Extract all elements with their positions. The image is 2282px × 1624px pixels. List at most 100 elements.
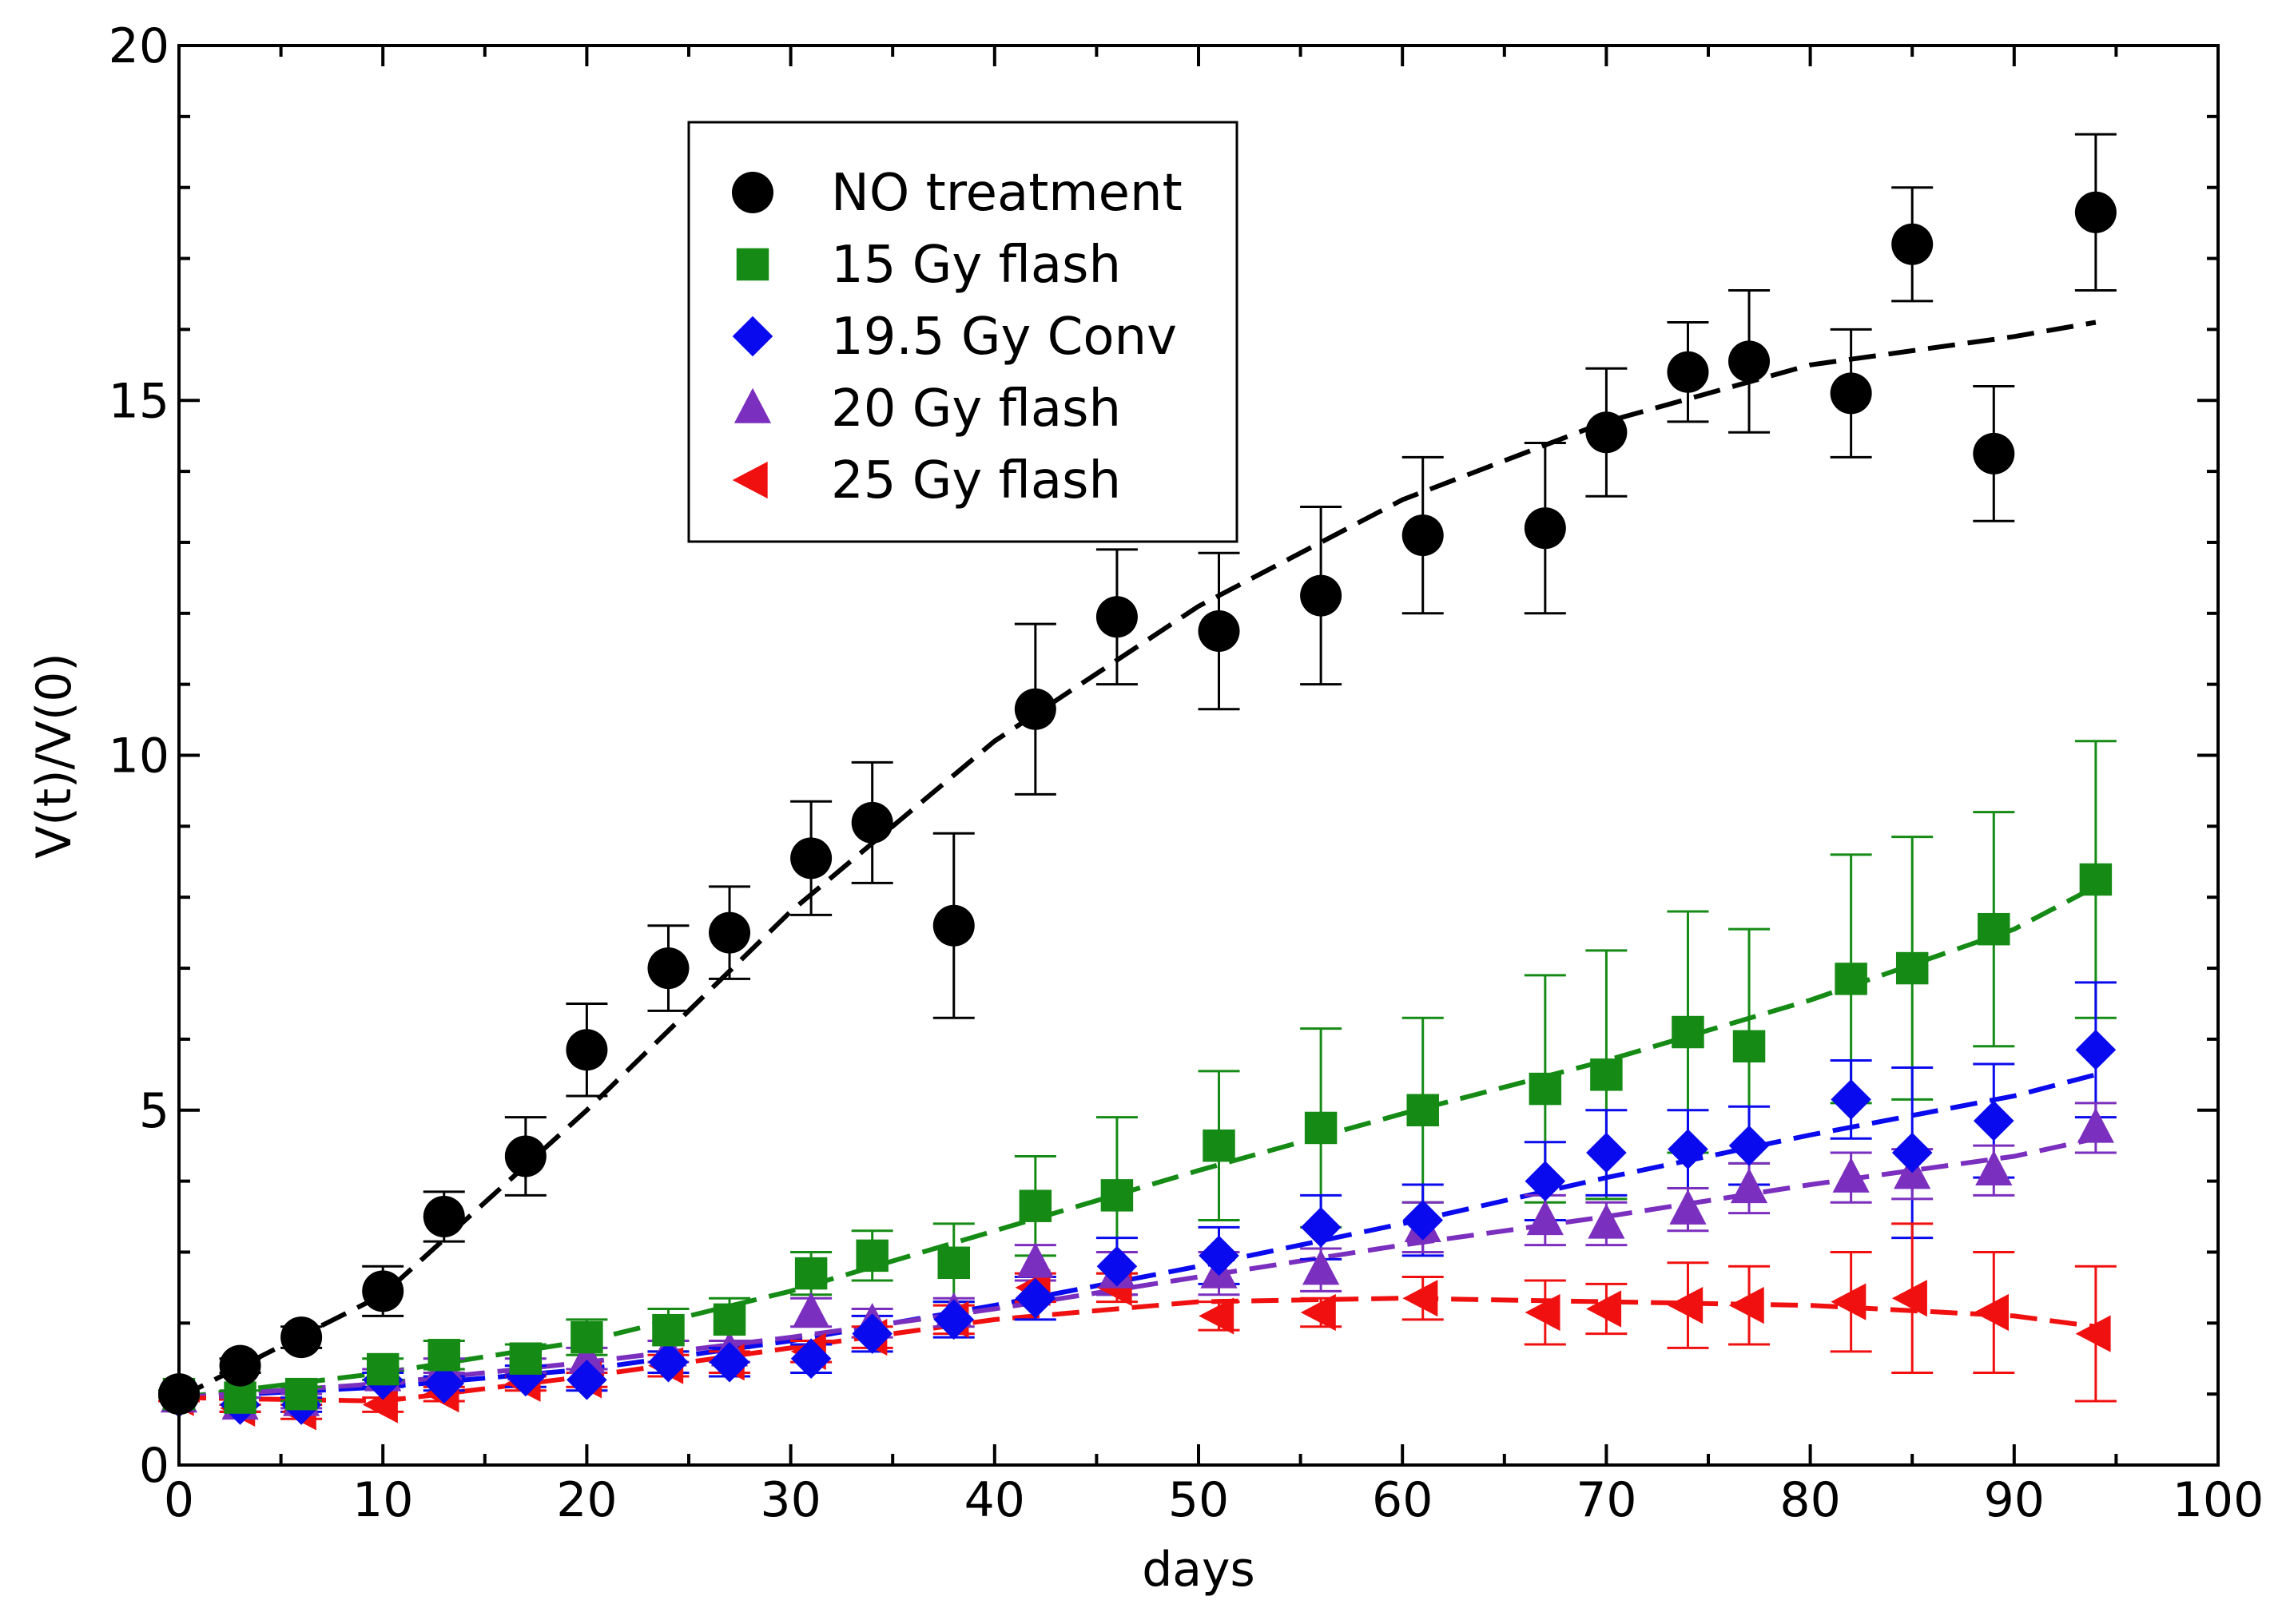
x-tick-label: 50 xyxy=(1168,1472,1229,1528)
data-point xyxy=(1832,1157,1870,1193)
y-tick-label: 5 xyxy=(139,1083,169,1139)
data-point xyxy=(423,1196,465,1238)
data-point xyxy=(1198,610,1240,653)
data-point xyxy=(937,1246,970,1280)
data-point xyxy=(284,1377,318,1411)
data-point xyxy=(1668,1286,1704,1324)
data-point xyxy=(790,1338,832,1380)
data-point xyxy=(1095,596,1138,638)
legend-label: 25 Gy flash xyxy=(831,451,1121,510)
data-point xyxy=(1402,1200,1444,1241)
y-tick-label: 0 xyxy=(139,1438,169,1494)
data-point xyxy=(1728,1286,1764,1324)
data-point xyxy=(790,837,833,880)
data-point xyxy=(713,1303,746,1336)
data-point xyxy=(1525,1161,1566,1201)
data-point xyxy=(1728,1125,1770,1166)
data-point xyxy=(1100,1179,1134,1212)
x-tick-label: 0 xyxy=(164,1472,194,1528)
data-point xyxy=(566,1029,608,1071)
data-point xyxy=(1019,1189,1052,1222)
data-point xyxy=(1199,1297,1234,1335)
legend-marker xyxy=(732,316,773,357)
x-tick-label: 60 xyxy=(1372,1472,1433,1528)
data-point xyxy=(568,1338,606,1374)
data-point xyxy=(932,904,975,947)
data-point xyxy=(1586,1290,1622,1328)
data-point xyxy=(1973,1100,2014,1142)
data-point xyxy=(1891,1280,1927,1317)
x-tick-label: 30 xyxy=(760,1472,821,1528)
data-point xyxy=(1831,1079,1871,1120)
data-point xyxy=(280,1316,323,1359)
data-point xyxy=(2077,1107,2114,1143)
data-point xyxy=(1730,1168,1768,1204)
data-point xyxy=(1300,574,1342,617)
x-tick-label: 20 xyxy=(556,1472,617,1528)
data-point xyxy=(709,911,751,954)
legend-box xyxy=(687,121,1238,543)
y-tick-label: 10 xyxy=(109,729,169,784)
data-point xyxy=(1830,372,1872,415)
data-point xyxy=(219,1344,261,1387)
data-point xyxy=(423,1363,465,1404)
data-point xyxy=(1524,507,1566,550)
data-point xyxy=(567,1360,607,1400)
data-point xyxy=(709,1341,750,1383)
data-point xyxy=(1014,688,1056,730)
data-point xyxy=(1978,912,2010,946)
data-point xyxy=(362,1270,404,1312)
data-point xyxy=(851,801,893,844)
data-point xyxy=(1096,1245,1138,1287)
data-point xyxy=(1891,1132,1933,1173)
data-point xyxy=(1895,951,1929,985)
data-point xyxy=(933,1299,975,1340)
tick-labels: 0 10 20 30 40 50 60 70 80 90 100 0 5 10 15 20 xyxy=(109,18,2264,1528)
data-point xyxy=(794,1257,828,1290)
data-point xyxy=(504,1135,547,1177)
data-point xyxy=(366,1352,400,1386)
data-point xyxy=(1015,1277,1056,1319)
data-point xyxy=(1304,1111,1338,1145)
data-point xyxy=(1668,1129,1708,1169)
data-point xyxy=(1016,1242,1054,1278)
legend-marker xyxy=(734,387,772,423)
data-point xyxy=(1973,432,2015,474)
y-tick-label: 20 xyxy=(109,18,169,74)
legend-label: NO treatment xyxy=(831,164,1183,223)
data-point xyxy=(1203,1129,1235,1162)
x-tick-label: 80 xyxy=(1779,1472,1840,1528)
data-point xyxy=(1300,1207,1342,1248)
data-point xyxy=(1891,223,1934,265)
data-point xyxy=(509,1342,543,1375)
data-point xyxy=(1300,1293,1336,1332)
data-point xyxy=(1588,1203,1625,1239)
data-point xyxy=(2074,191,2117,233)
data-point xyxy=(1732,1030,1766,1063)
data-point xyxy=(1831,1283,1867,1320)
data-point xyxy=(1667,351,1709,393)
x-tick-label: 70 xyxy=(1576,1472,1636,1528)
data-point xyxy=(793,1292,830,1328)
data-point xyxy=(1401,514,1444,557)
y-tick-label: 15 xyxy=(109,373,169,429)
plot-frame xyxy=(177,44,2220,1467)
data-point xyxy=(1835,963,1867,995)
data-point xyxy=(1402,1280,1438,1317)
x-tick-label: 10 xyxy=(352,1472,413,1528)
data-point xyxy=(1973,1293,2009,1332)
data-point xyxy=(852,1313,893,1354)
data-point xyxy=(2079,863,2113,896)
data-point xyxy=(648,1341,689,1383)
data-point xyxy=(1728,340,1771,383)
data-point xyxy=(1525,1293,1560,1332)
data-point xyxy=(2075,1029,2117,1070)
y-axis-label: V(t)/V(0) xyxy=(26,653,82,859)
x-tick-label: 100 xyxy=(2173,1472,2264,1528)
data-point xyxy=(1669,1189,1707,1225)
data-point xyxy=(362,1386,398,1423)
legend-label: 20 Gy flash xyxy=(831,379,1121,439)
data-point xyxy=(652,1313,685,1347)
x-tick-label: 90 xyxy=(1984,1472,2045,1528)
data-point xyxy=(1975,1150,2013,1185)
